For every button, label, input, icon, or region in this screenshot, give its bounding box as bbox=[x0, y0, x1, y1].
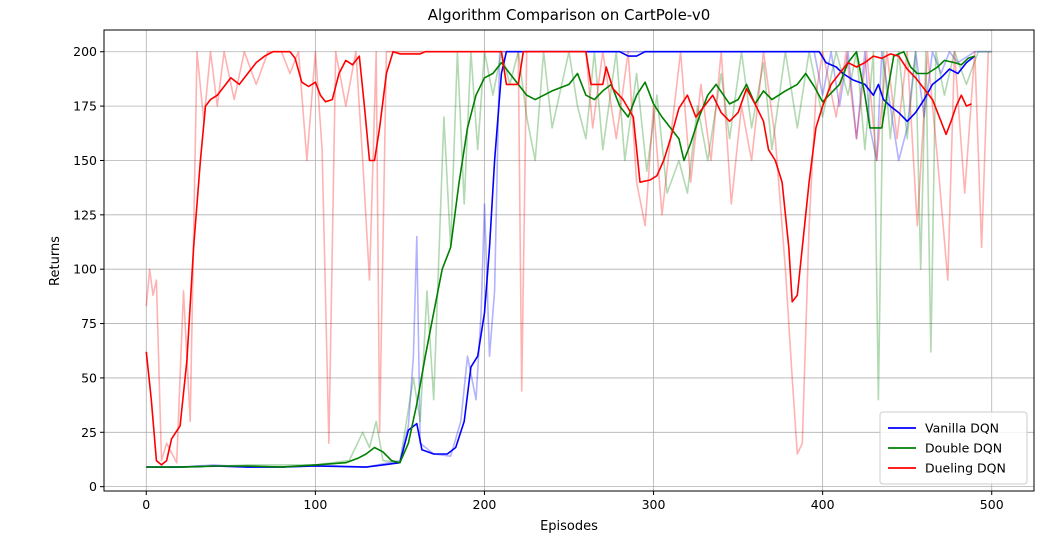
legend-box bbox=[879, 411, 1028, 485]
y-axis-label: Returns bbox=[48, 236, 63, 286]
y-tick-label: 25 bbox=[81, 425, 97, 440]
smoothed-line-vanilla-dqn bbox=[146, 50, 976, 468]
y-tick-label: 0 bbox=[89, 479, 97, 494]
smoothed-line-double-dqn bbox=[146, 50, 976, 468]
y-tick-label: 175 bbox=[73, 99, 97, 114]
y-axis-ticks: 0 25 50 75 100 125 150 175 200 bbox=[73, 44, 104, 494]
raw-line-double-dqn bbox=[146, 50, 992, 468]
smoothed-series-lines bbox=[145, 50, 976, 468]
y-tick-label: 125 bbox=[73, 207, 97, 222]
x-tick-label: 400 bbox=[811, 497, 835, 512]
x-axis-label: Episodes bbox=[540, 519, 598, 534]
x-axis-ticks: 0 100 200 300 400 500 bbox=[142, 491, 1004, 512]
chart-title: Algorithm Comparison on CartPole-v0 bbox=[428, 6, 711, 24]
y-tick-label: 150 bbox=[73, 153, 97, 168]
legend: Vanilla DQN Double DQN Dueling DQN bbox=[879, 411, 1028, 485]
y-tick-label: 75 bbox=[81, 316, 97, 331]
y-tick-label: 200 bbox=[73, 44, 97, 59]
raw-line-dueling-dqn bbox=[145, 50, 990, 464]
y-tick-label: 50 bbox=[81, 370, 97, 385]
legend-label-vanilla-dqn: Vanilla DQN bbox=[925, 421, 999, 436]
x-tick-label: 200 bbox=[473, 497, 497, 512]
y-tick-label: 100 bbox=[73, 262, 97, 277]
smoothed-line-dueling-dqn bbox=[145, 50, 972, 466]
x-tick-label: 500 bbox=[980, 497, 1004, 512]
legend-label-double-dqn: Double DQN bbox=[925, 441, 1002, 456]
legend-label-dueling-dqn: Dueling DQN bbox=[925, 461, 1006, 476]
plot-frame bbox=[103, 29, 1035, 492]
x-tick-label: 0 bbox=[142, 497, 150, 512]
x-tick-label: 300 bbox=[642, 497, 666, 512]
x-tick-label: 100 bbox=[303, 497, 327, 512]
